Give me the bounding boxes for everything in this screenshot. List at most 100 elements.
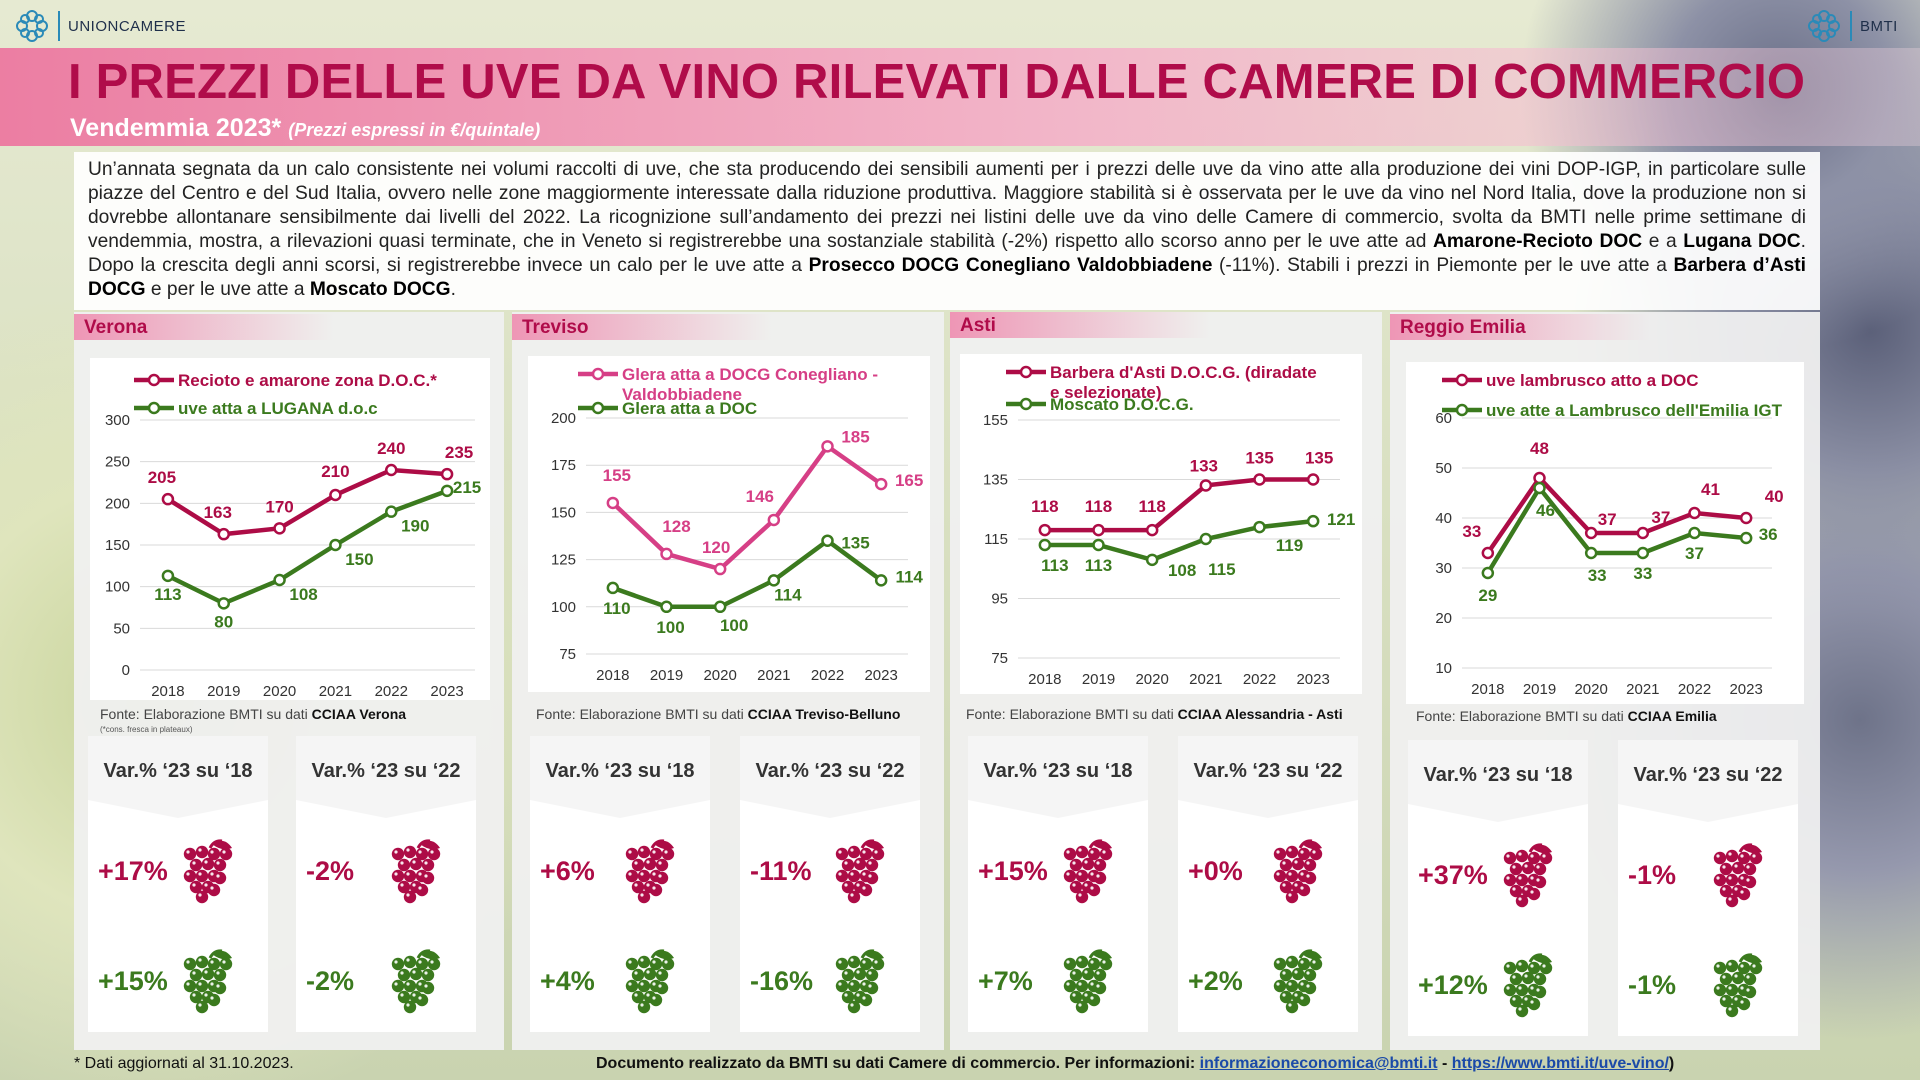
data-point <box>874 574 888 587</box>
data-label: 100 <box>656 618 684 637</box>
subtitle-note: (Prezzi espressi in €/quintale) <box>288 120 541 140</box>
variation-card: Var.% ‘23 su ‘18 +6% +4% <box>530 736 710 1032</box>
y-tick-label: 60 <box>1435 410 1452 427</box>
intro-bold: Moscato DOCG <box>309 279 451 300</box>
card-heading: Var.% ‘23 su ‘18 <box>103 760 253 782</box>
data-label: 163 <box>204 503 232 522</box>
series-line <box>166 467 448 537</box>
data-point <box>217 597 230 610</box>
x-tick-label: 2020 <box>1574 681 1607 698</box>
data-label: 33 <box>1588 566 1607 585</box>
data-point <box>161 569 175 583</box>
red-variation: +0% <box>1188 856 1243 886</box>
legend-label: Recioto e amarone zona D.O.C.* <box>178 371 437 390</box>
y-tick-label: 115 <box>984 531 1008 548</box>
green-variation: +4% <box>540 966 595 996</box>
data-point <box>385 505 398 518</box>
card-notch <box>296 800 476 818</box>
legend-label: Glera atta a DOCG Conegliano -Valdobbiad… <box>622 365 878 404</box>
bmti-logo: BMTI <box>1806 8 1898 44</box>
data-label: 36 <box>1759 525 1778 544</box>
top-bar: UNIONCAMERE BMTI <box>0 0 1920 50</box>
website-link[interactable]: https://www.bmti.it/uve-vino/ <box>1451 1055 1669 1072</box>
panel-title: Verona <box>74 314 334 340</box>
red-grape-icon <box>832 838 888 904</box>
x-tick-label: 2022 <box>375 683 408 700</box>
data-point <box>660 547 673 561</box>
green-variation: +2% <box>1188 966 1243 996</box>
chart-svg: 0 50 100 150 200 250 300 2018 2019 2020 2021 2022 20… <box>105 371 481 700</box>
email-link[interactable]: informazioneconomica@bmti.it <box>1199 1055 1438 1072</box>
data-label: 240 <box>377 439 405 458</box>
data-point <box>161 492 175 506</box>
data-point <box>273 573 286 587</box>
data-label: 110 <box>603 599 630 618</box>
y-tick-label: 30 <box>1435 560 1452 577</box>
legend-label: uve atte a Lambrusco dell'Emilia IGT <box>1486 401 1783 420</box>
x-tick-label: 2019 <box>650 667 683 684</box>
panel-title: Reggio Emilia <box>1390 314 1650 340</box>
y-tick-label: 0 <box>122 662 130 679</box>
data-point <box>1481 546 1495 560</box>
series-line <box>612 537 883 610</box>
data-point <box>329 488 342 502</box>
card-head-bg <box>1178 736 1358 800</box>
card-notch <box>88 800 268 818</box>
data-label: 114 <box>774 585 802 604</box>
green-variation: -16% <box>750 966 814 996</box>
x-tick-label: 2018 <box>596 667 629 684</box>
card-notch <box>530 800 710 818</box>
data-label: 150 <box>345 550 373 569</box>
variation-card: Var.% ‘23 su ‘22 -11% -16% <box>740 736 920 1032</box>
red-variation: +6% <box>540 856 595 886</box>
chart-verona: 0 50 100 150 200 250 300 2018 2019 2020 2021 2022 20… <box>90 358 490 700</box>
data-label: 114 <box>895 567 923 586</box>
x-tick-label: 2018 <box>1028 671 1061 688</box>
data-label: 165 <box>895 471 923 490</box>
page-subtitle: Vendemmia 2023* (Prezzi espressi in €/qu… <box>70 114 540 143</box>
x-tick-label: 2021 <box>1626 681 1659 698</box>
data-point <box>1199 532 1213 546</box>
data-point <box>1533 471 1546 485</box>
card-heading: Var.% ‘23 su ‘18 <box>983 760 1133 782</box>
y-tick-label: 95 <box>991 591 1008 608</box>
card-heading: Var.% ‘23 su ‘18 <box>545 760 695 782</box>
green-variation: +15% <box>98 966 168 996</box>
y-tick-label: 10 <box>1435 660 1452 677</box>
data-point <box>821 534 834 547</box>
data-label: 108 <box>1168 561 1196 580</box>
data-point <box>1739 531 1753 545</box>
y-tick-label: 75 <box>559 646 576 663</box>
page-title: I PREZZI DELLE UVE DA VINO RILEVATI DALL… <box>68 55 1806 109</box>
green-grape-icon <box>180 948 236 1014</box>
data-label: 118 <box>1085 497 1112 516</box>
source-prefix: Fonte: Elaborazione BMTI su dati <box>100 706 312 722</box>
data-point <box>1306 473 1320 486</box>
y-tick-label: 75 <box>991 650 1008 667</box>
chart-note: (*cons. fresca in plateaux) <box>100 725 193 734</box>
x-tick-label: 2018 <box>1471 681 1504 698</box>
card-head-bg <box>1618 740 1798 804</box>
green-grape-icon <box>388 948 444 1014</box>
card-notch <box>1618 804 1798 822</box>
chart-svg: 75 95 115 135 155 2018 2019 2020 2021 2022 2023 118… <box>983 363 1355 688</box>
green-grape-icon <box>1060 948 1116 1014</box>
x-tick-label: 2020 <box>1135 671 1168 688</box>
y-tick-label: 135 <box>983 472 1008 489</box>
legend-marker <box>1455 403 1469 417</box>
chart-asti: 75 95 115 135 155 2018 2019 2020 2021 2022 2023 118… <box>960 354 1362 694</box>
data-point <box>660 600 673 614</box>
data-point <box>440 484 454 498</box>
data-label: 113 <box>1041 556 1068 575</box>
data-label: 33 <box>1462 522 1481 541</box>
red-grape-icon <box>1710 842 1766 908</box>
data-point <box>1584 546 1598 560</box>
green-variation: -2% <box>306 966 355 996</box>
data-label: 48 <box>1530 439 1549 458</box>
series-line <box>166 488 448 606</box>
card-notch <box>1408 804 1588 822</box>
data-label: 135 <box>841 534 869 553</box>
card-heading: Var.% ‘23 su ‘22 <box>755 760 905 782</box>
flower-logo-icon <box>1808 10 1840 42</box>
source-bold: CCIAA Treviso-Belluno <box>747 706 901 722</box>
